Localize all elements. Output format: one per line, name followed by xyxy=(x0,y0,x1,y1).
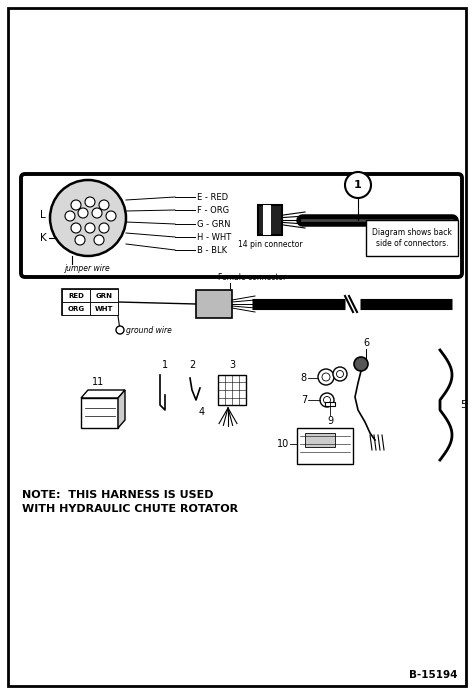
Bar xyxy=(90,289,118,302)
Circle shape xyxy=(354,357,368,371)
Circle shape xyxy=(75,235,85,245)
Circle shape xyxy=(323,396,330,403)
Text: B-15194: B-15194 xyxy=(410,670,458,680)
Circle shape xyxy=(337,371,344,378)
Bar xyxy=(305,433,335,447)
Text: ground wire: ground wire xyxy=(126,325,172,335)
Text: L: L xyxy=(40,210,46,220)
Circle shape xyxy=(71,223,81,233)
Circle shape xyxy=(65,211,75,221)
Circle shape xyxy=(106,211,116,221)
Text: Diagram shows back
side of connectors.: Diagram shows back side of connectors. xyxy=(372,228,452,248)
Text: G - GRN: G - GRN xyxy=(197,219,230,228)
Text: B - BLK: B - BLK xyxy=(197,246,227,255)
Text: 11: 11 xyxy=(92,377,104,387)
Bar xyxy=(263,205,271,235)
Polygon shape xyxy=(81,390,125,398)
Circle shape xyxy=(318,369,334,385)
FancyBboxPatch shape xyxy=(366,220,458,256)
Text: 1: 1 xyxy=(162,360,168,370)
Bar xyxy=(62,289,90,302)
Circle shape xyxy=(78,208,88,218)
Circle shape xyxy=(116,326,124,334)
Text: ORG: ORG xyxy=(67,305,84,312)
Text: WHT: WHT xyxy=(95,305,113,312)
Text: 7: 7 xyxy=(301,395,307,405)
Text: 10: 10 xyxy=(277,439,289,449)
Bar xyxy=(62,302,90,315)
Text: H - WHT: H - WHT xyxy=(197,232,231,242)
Text: K: K xyxy=(40,233,46,243)
Circle shape xyxy=(85,197,95,207)
Text: jumper wire: jumper wire xyxy=(65,264,111,273)
Bar xyxy=(218,375,246,405)
Circle shape xyxy=(99,200,109,210)
Text: 8: 8 xyxy=(301,373,307,383)
Polygon shape xyxy=(118,390,125,428)
Text: 2: 2 xyxy=(189,360,195,370)
Bar xyxy=(90,302,118,315)
Text: E - RED: E - RED xyxy=(197,192,228,201)
Text: Female connector: Female connector xyxy=(218,273,286,282)
Bar xyxy=(196,290,232,318)
Circle shape xyxy=(85,223,95,233)
Circle shape xyxy=(71,200,81,210)
Text: 4: 4 xyxy=(199,407,205,417)
Circle shape xyxy=(320,393,334,407)
Polygon shape xyxy=(81,398,118,428)
Circle shape xyxy=(322,373,330,381)
Text: RED: RED xyxy=(68,292,84,298)
Text: 6: 6 xyxy=(363,338,369,348)
Bar xyxy=(297,428,353,464)
Circle shape xyxy=(333,367,347,381)
Text: 1: 1 xyxy=(354,180,362,190)
Bar xyxy=(62,289,118,315)
Text: 14 pin connector: 14 pin connector xyxy=(237,240,302,249)
Bar xyxy=(258,205,282,235)
Text: 9: 9 xyxy=(327,416,333,426)
Circle shape xyxy=(92,208,102,218)
Text: GRN: GRN xyxy=(95,292,112,298)
Circle shape xyxy=(99,223,109,233)
Text: NOTE:  THIS HARNESS IS USED
WITH HYDRAULIC CHUTE ROTATOR: NOTE: THIS HARNESS IS USED WITH HYDRAULI… xyxy=(22,490,238,514)
Circle shape xyxy=(94,235,104,245)
Circle shape xyxy=(50,180,126,256)
Text: F - ORG: F - ORG xyxy=(197,205,229,214)
Text: 3: 3 xyxy=(229,360,235,370)
Circle shape xyxy=(345,172,371,198)
Bar xyxy=(325,402,335,406)
Text: 5: 5 xyxy=(460,400,467,410)
